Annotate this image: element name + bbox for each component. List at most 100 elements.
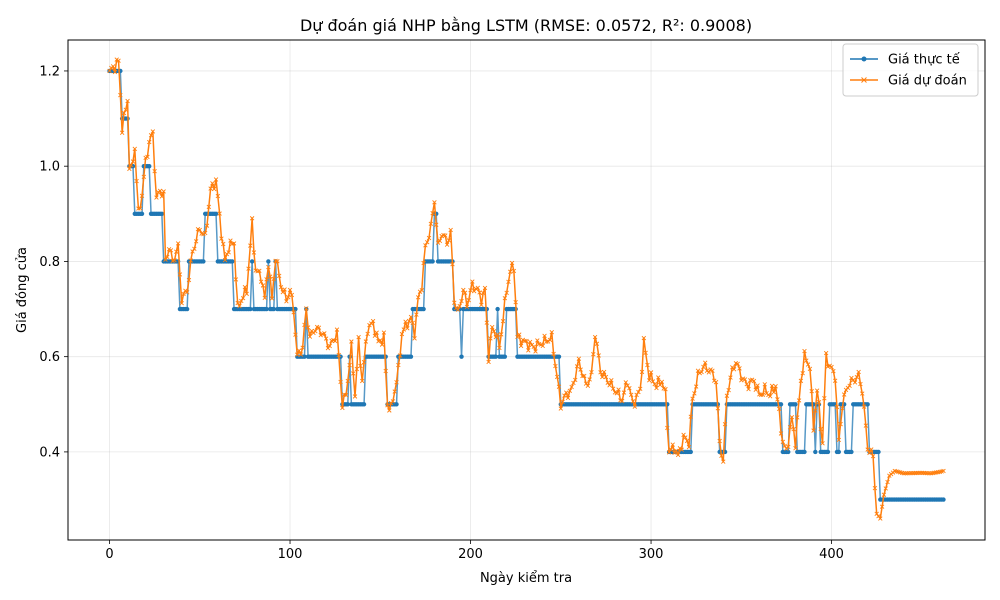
predicted-point [192,246,197,252]
predicted-point [674,448,679,454]
predicted-point [679,447,684,452]
predicted-point [493,334,499,340]
predicted-point [791,426,796,432]
y-tick-label: 0.6 [39,350,60,365]
predicted-point [838,421,843,427]
plot-series [107,57,946,521]
predicted-point [627,386,632,391]
predicted-point [293,332,298,337]
predicted-point [585,383,591,388]
predicted-point [513,299,518,305]
predicted-point [614,391,619,396]
series-actual [107,68,946,502]
predicted-point [233,277,239,282]
predicted-point [841,392,847,397]
predicted-point [296,348,302,353]
predicted-point [181,291,186,297]
predicted-point [174,249,179,254]
x-axis-title: Ngày kiểm tra [480,571,572,586]
predicted-point [249,216,255,221]
predicted-point [654,385,659,391]
predicted-point [403,319,408,324]
predicted-point [508,269,513,274]
predicted-point [302,322,307,328]
predicted-point [540,343,545,349]
predicted-point [491,329,497,334]
predicted-point [746,386,751,392]
predicted-point [177,272,183,277]
predicted-point [634,392,639,398]
predicted-point [856,369,861,375]
predicted-point [206,204,212,210]
predicted-point [621,390,627,395]
predicted-point [737,366,742,371]
actual-point [159,211,165,217]
predicted-point [506,279,511,285]
predicted-point [188,258,193,263]
actual-point [941,497,946,502]
predicted-point [372,333,378,339]
predicted-point [246,266,251,271]
predicted-point [147,139,152,145]
predicted-point [605,380,610,385]
predicted-point [650,379,656,384]
predicted-point [423,243,428,248]
predicted-point [231,241,237,246]
predicted-point [282,287,287,292]
predicted-point [870,453,876,459]
predicted-point [426,235,432,241]
predicted-point [221,241,226,247]
predicted-point [480,290,486,296]
predicted-point [574,364,580,369]
predicted-point [796,398,802,403]
predicted-point [771,389,777,395]
predicted-point [690,396,695,401]
predicted-point [443,233,448,238]
actual-point [302,354,307,359]
predicted-point [565,395,571,401]
predicted-point [352,394,358,399]
predicted-point [119,130,125,135]
predicted-point [269,296,275,301]
predicted-point [190,249,195,254]
predicted-point [686,444,692,450]
predicted-point [823,350,829,356]
predicted-point [365,331,370,337]
predicted-point [554,374,560,380]
predicted-point [379,342,385,347]
predicted-point [406,318,412,324]
predicted-point [903,471,908,476]
predicted-point [878,516,883,521]
predicted-point [701,364,706,370]
predicted-point [202,230,208,236]
predicted-point [600,374,605,380]
predicted-point [152,168,157,174]
predicted-point [753,387,758,392]
predicted-point [533,349,538,354]
predicted-point [446,238,452,243]
predicted-point [154,195,159,200]
predicted-point [582,373,587,379]
predicted-point [755,383,760,388]
predicted-point [397,353,403,358]
predicted-point [139,193,145,199]
predicted-point [787,425,793,430]
predicted-point [500,318,506,324]
predicted-point [666,450,672,455]
predicted-point [641,335,647,341]
actual-point [293,306,298,312]
predicted-point [502,295,508,301]
predicted-point [455,307,461,312]
predicted-point [778,431,784,436]
predicted-point [134,178,139,184]
predicted-point [210,181,215,186]
predicted-point [495,332,500,337]
predicted-point [619,398,625,404]
predicted-point [715,406,721,411]
predicted-point [504,290,509,296]
actual-point [793,402,798,407]
predicted-point [172,258,177,263]
predicted-point [867,450,872,456]
x-tick-label: 300 [639,547,664,562]
predicted-point [693,384,699,389]
